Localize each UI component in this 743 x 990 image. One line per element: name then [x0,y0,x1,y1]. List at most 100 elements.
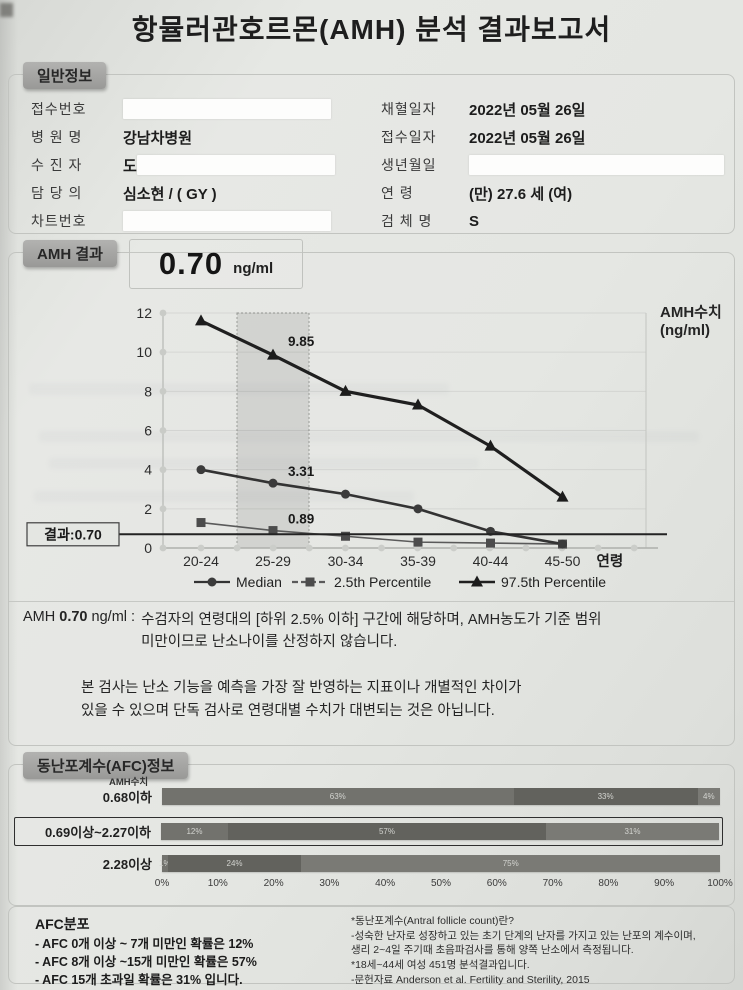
afc-y-axis-title: AMH수치 [109,777,149,788]
info-value: 2022년 05월 26일 [469,129,586,147]
afc-tab: 동난포계수(AFC)정보 [23,752,189,779]
svg-text:35-39: 35-39 [400,553,436,569]
svg-text:연령: 연령 [597,553,624,570]
afc-explanation-line: 생리 2~4일 주기때 초음파검사를 통해 양쪽 난소에서 측정됩니다. [351,944,634,957]
svg-text:97.5th Percentile: 97.5th Percentile [501,574,606,590]
info-value [469,155,724,175]
afc-axis-tick: 60% [486,878,507,889]
afc-axis-tick: 80% [598,878,619,889]
afc-row: 2.28이상 1% 24% 75% [19,854,720,873]
scan-artifact [0,3,13,17]
svg-text:6: 6 [144,423,152,439]
info-value: 심소현 / ( GY ) [123,185,217,203]
footer-section: AFC분포 - AFC 0개 이상 ~ 7개 미만인 확률은 12% - AFC … [8,906,735,987]
info-row: 담 당 의 심소현 / ( GY ) [31,179,381,207]
section-divider [9,601,734,602]
svg-text:20-24: 20-24 [183,553,219,569]
afc-bar-segment: 24% [167,855,302,872]
amh-unit: ng/ml [233,259,274,277]
afc-axis-tick: 70% [542,878,563,889]
svg-text:Median: Median [236,574,282,590]
info-label: 차트번호 [31,213,87,229]
info-row: 연 령 (만) 27.6 세 (여) [381,179,724,207]
afc-bar-segment: 57% [227,823,546,840]
info-value [123,211,331,231]
svg-text:25-29: 25-29 [255,553,291,569]
disclaimer-text: 본 검사는 난소 기능을 예측을 가장 잘 반영하는 지표이나 개별적인 차이가… [81,680,522,720]
info-label: 병 원 명 [31,129,83,145]
afc-distribution-chart: 0.68이하 63% 33% 4% 0.69이상~2.27이하 12% 57% 31% 2.28… [14,787,723,884]
afc-axis-tick: 20% [263,878,284,889]
info-label: 채혈일자 [381,101,437,117]
afc-row-label: 0.69이상~2.27이하 [44,825,151,840]
info-value: 2022년 05월 26일 [469,101,586,119]
afc-axis-tick: 30% [319,878,340,889]
afc-bar-segment: 1% [159,855,171,872]
afc-stacked-bar: 1% 24% 75% [159,855,720,872]
svg-text:10: 10 [136,344,152,360]
afc-explanation-line: -성숙한 난자로 성장하고 있는 초기 단계의 난자를 가지고 있는 난포의 계… [351,929,696,942]
info-value: S [469,212,480,230]
svg-text:3.31: 3.31 [288,464,315,479]
redaction-box [123,99,331,119]
afc-axis-tick: 50% [430,878,452,889]
svg-text:12: 12 [136,305,152,321]
info-row: 채혈일자 2022년 05월 26일 [381,95,724,123]
bleed-through-artifact [34,491,414,502]
redaction-box [123,211,331,231]
general-info-tab: 일반정보 [23,62,107,89]
info-label: 연 령 [381,185,414,201]
afc-row-label: 0.68이하 [102,790,152,805]
interpretation-text: AMH 0.70 ng/ml : 수검자의 연령대의 [하위 2.5% 이하] … [23,609,720,654]
afc-x-axis: 0% 10% 20% 30% 40% 50% 60% 70% 80% 90% 100% [155,878,733,892]
svg-text:30-34: 30-34 [328,553,364,569]
afc-probability-item: - AFC 0개 이상 ~ 7개 미만인 확률은 12% [35,937,254,951]
svg-text:0.89: 0.89 [288,512,314,527]
info-label: 생년월일 [381,157,437,173]
info-label: 검 체 명 [381,213,433,229]
bleed-through-artifact [39,431,699,442]
svg-text:결과:0.70: 결과:0.70 [44,526,102,542]
afc-axis-tick: 100% [707,878,733,889]
afc-bar-segment: 75% [301,855,720,872]
redaction-box [136,155,335,175]
afc-summary-title: AFC분포 [35,916,90,932]
amh-value: 0.70 [158,246,224,281]
info-row: 병 원 명 강남차병원 [31,123,381,151]
amh-result-section: AMH 결과 0.70 ng/ml 0 2 4 6 8 10 12 20-24 25-29 30-… [8,239,735,746]
afc-axis-tick: 90% [654,878,675,889]
afc-bar-segment: 4% [697,788,720,805]
info-value: (만) 27.6 세 (여) [469,185,573,203]
afc-probability-summary: AFC분포 - AFC 0개 이상 ~ 7개 미만인 확률은 12% - AFC … [35,914,335,989]
afc-row-highlighted: 0.69이상~2.27이하 12% 57% 31% [14,817,723,846]
svg-text:2: 2 [144,501,152,517]
afc-explanation-line: *18세~44세 여성 451명 분석결과입니다. [351,959,530,972]
afc-row-label: 2.28이상 [102,857,152,872]
redaction-box [469,155,724,175]
afc-row: 0.68이하 63% 33% 4% [19,787,720,806]
info-label: 접수번호 [31,101,87,117]
afc-probability-item: - AFC 15개 초과일 확률은 31% 입니다. [35,972,243,987]
afc-bar-segment: 33% [513,788,698,805]
afc-explanation-line: -문헌자료 Anderson et al. Fertility and Ster… [351,973,590,986]
amh-result-tab: AMH 결과 [23,240,117,267]
info-row: 접수일자 2022년 05월 26일 [381,123,724,151]
svg-text:40-44: 40-44 [473,553,509,569]
svg-text:AMH수치(ng/ml): AMH수치 (ng/ml) [660,304,722,339]
interpretation-result: AMH 0.70 ng/ml : [23,609,136,625]
afc-axis-tick: 10% [207,878,228,889]
svg-text:45-50: 45-50 [545,553,581,569]
amh-result-value-box: 0.70 ng/ml [129,239,303,289]
afc-explanation: *동난포계수(Antral follicle count)란? -성숙한 난자로 … [351,914,722,987]
afc-section: 동난포계수(AFC)정보 AMH수치 0.68이하 63% 33% 4% 0.69이상~… [8,752,735,906]
svg-text:2.5th Percentile: 2.5th Percentile [334,574,431,590]
info-value [123,99,331,119]
afc-axis-tick: 0% [154,878,170,889]
info-label: 수 진 자 [31,157,83,173]
afc-probability-item: - AFC 8개 이상 ~15개 미만인 확률은 57% [35,954,257,969]
